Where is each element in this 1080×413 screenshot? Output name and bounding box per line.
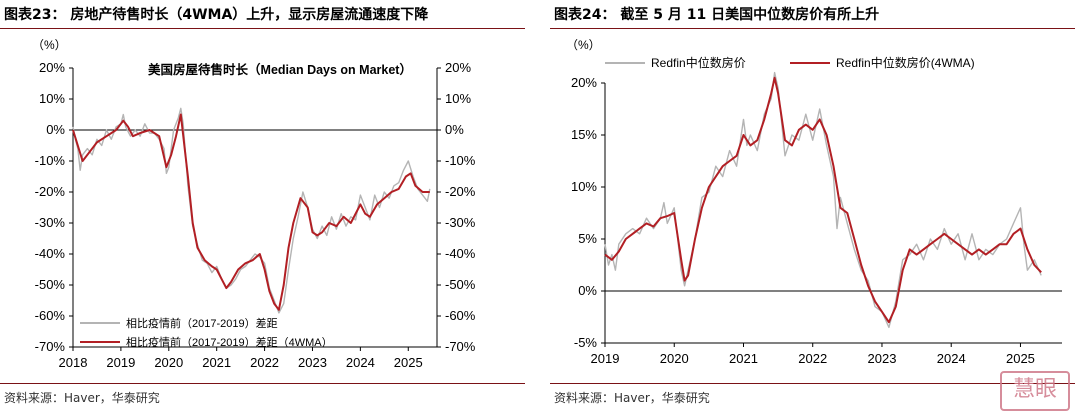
left-y-tick-label: -30% xyxy=(35,215,66,230)
left-figure-title: 图表23： 房地产待售时长（4WMA）上升，显示房屋流通速度下降 xyxy=(4,7,429,23)
left-y-tick-label-right: -20% xyxy=(445,184,476,199)
right-series-line-4wma xyxy=(604,76,1042,324)
right-unit-label: （%） xyxy=(566,38,601,52)
right-y-tick-label: 5% xyxy=(578,231,597,246)
left-x-tick-label: 2020 xyxy=(154,355,183,370)
left-series-line-4wma xyxy=(72,113,430,311)
left-x-tick-label: 2024 xyxy=(346,355,375,370)
right-title-rule xyxy=(550,28,1075,29)
right-x-tick-label: 2023 xyxy=(868,351,897,366)
left-y-tick-label-right: -30% xyxy=(445,215,476,230)
left-inner-title: 美国房屋待售时长（Median Days on Market） xyxy=(148,62,412,77)
right-figure-title: 图表24： 截至 5 月 11 日美国中位数房价有所上升 xyxy=(554,7,880,23)
left-y-tick-label: 10% xyxy=(39,91,65,106)
right-legend-label: Redfin中位数房价(4WMA) xyxy=(836,55,975,70)
median-price-chart: （%） 20% 15% 10% 5% 0% -5%2019 2020 2021 2022 2023 2… xyxy=(566,38,1062,366)
left-y-tick-label-right: -70% xyxy=(445,339,476,354)
right-legend-label: Redfin中位数房价 xyxy=(651,55,746,70)
right-source: 资料来源：Haver，华泰研究 xyxy=(554,391,710,405)
left-x-tick-label: 2019 xyxy=(106,355,135,370)
right-x-tick-label: 2022 xyxy=(798,351,827,366)
left-legend-label: 相比疫情前（2017-2019）差距 xyxy=(126,316,278,330)
right-y-tick-label: 20% xyxy=(571,75,597,90)
left-y-tick-label: -20% xyxy=(35,184,66,199)
left-y-tick-label-right: -10% xyxy=(445,153,476,168)
left-y-tick-label: -70% xyxy=(35,339,66,354)
left-source-rule xyxy=(0,383,525,384)
left-x-tick-label: 2023 xyxy=(298,355,327,370)
left-series-line-raw xyxy=(72,107,431,314)
left-source: 资料来源：Haver，华泰研究 xyxy=(4,391,160,405)
left-y-tick-label-right: -60% xyxy=(445,308,476,323)
left-figure: 图表23： 房地产待售时长（4WMA）上升，显示房屋流通速度下降 （%） 20% 1… xyxy=(0,0,530,413)
left-y-tick-label: 0% xyxy=(46,122,65,137)
right-series-line-raw xyxy=(604,71,1042,329)
left-x-tick-label: 2025 xyxy=(394,355,423,370)
right-y-tick-label: 15% xyxy=(571,127,597,142)
left-y-tick-label-right: 20% xyxy=(445,60,471,75)
right-source-rule xyxy=(550,383,1075,384)
left-x-tick-label: 2022 xyxy=(250,355,279,370)
left-y-tick-label: -60% xyxy=(35,308,66,323)
right-y-tick-label: 0% xyxy=(578,283,597,298)
right-y-tick-label: 10% xyxy=(571,179,597,194)
watermark-logo: 慧眼 xyxy=(1000,371,1070,411)
days-on-market-chart: （%）20%10%0%-10%-20%-30%-40%-50%-60%-70%2… xyxy=(32,38,476,370)
left-y-tick-label: -40% xyxy=(35,246,66,261)
left-y-tick-label: -50% xyxy=(35,277,66,292)
left-y-tick-label-right: -50% xyxy=(445,277,476,292)
left-unit-label: （%） xyxy=(32,38,67,52)
right-x-tick-label: 2021 xyxy=(729,351,758,366)
right-y-tick-label: -5% xyxy=(574,335,598,350)
left-y-tick-label-right: 10% xyxy=(445,91,471,106)
right-x-tick-label: 2019 xyxy=(591,351,620,366)
left-y-tick-label: 20% xyxy=(39,60,65,75)
left-title-rule xyxy=(0,28,525,29)
right-figure: 图表24： 截至 5 月 11 日美国中位数房价有所上升 （%） 20% 15% 10… xyxy=(550,0,1080,413)
left-y-tick-label-right: 0% xyxy=(445,122,464,137)
right-x-tick-label: 2020 xyxy=(660,351,689,366)
left-x-tick-label: 2018 xyxy=(59,355,88,370)
right-x-tick-label: 2024 xyxy=(937,351,966,366)
left-legend-label: 相比疫情前（2017-2019）差距（4WMA） xyxy=(126,335,333,349)
left-x-tick-label: 2021 xyxy=(202,355,231,370)
left-y-tick-label: -10% xyxy=(35,153,66,168)
left-y-tick-label-right: -40% xyxy=(445,246,476,261)
right-x-tick-label: 2025 xyxy=(1006,351,1035,366)
